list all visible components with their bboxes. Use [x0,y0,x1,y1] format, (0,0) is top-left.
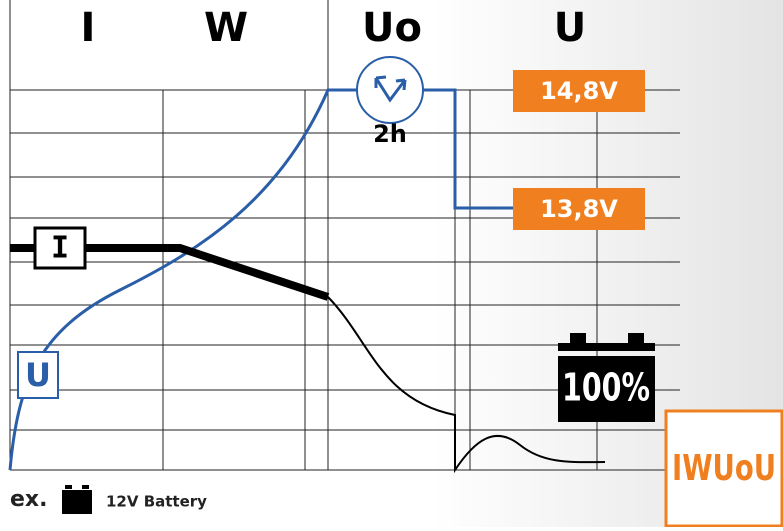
battery-state: 100% [562,366,650,410]
phase-label: U [554,5,586,51]
mode-box [664,409,783,528]
voltage-box [513,70,645,112]
footer-battery: 12V Battery [106,493,207,511]
voltage-box [513,188,645,230]
battery-icon [558,333,655,422]
timer-icon [356,56,424,124]
current-curve [327,296,606,474]
voltage-label: 13,8V [540,195,618,223]
timer-label: 2h [373,120,407,148]
voltage-curve-label: U [25,356,51,394]
footer-prefix: ex. [10,487,47,512]
phase-label: I [81,5,96,51]
timer-hands [374,75,407,103]
voltage-label-box [17,351,59,399]
voltage-label: 14,8V [540,77,618,105]
small-battery-icon [62,485,92,514]
current-label-box [33,226,87,270]
phase-label: Uo [362,5,422,51]
phase-label: W [204,5,248,51]
mode-label: IWUoU [672,448,776,489]
current-label: I [51,231,69,266]
